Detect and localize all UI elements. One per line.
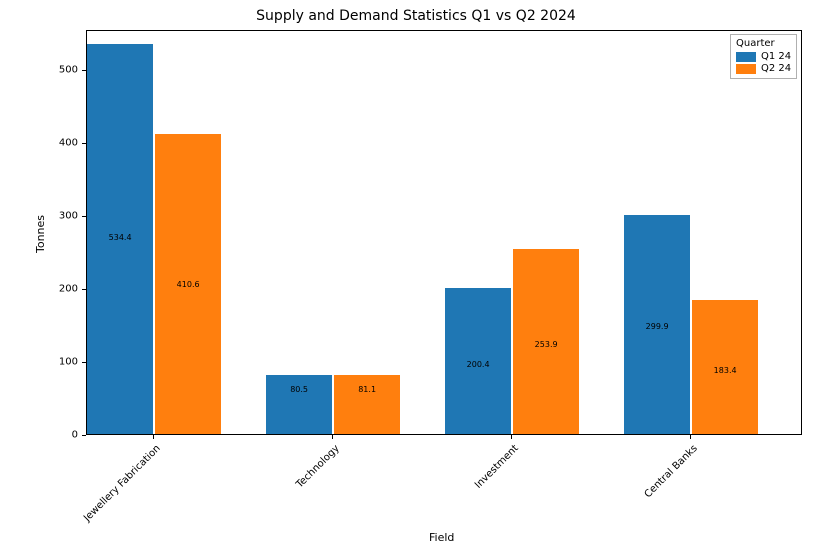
legend-row: Q2 24: [736, 63, 791, 74]
ytick-mark: [82, 143, 86, 144]
figure: Supply and Demand Statistics Q1 vs Q2 20…: [0, 0, 832, 554]
legend-swatch: [736, 64, 756, 74]
ytick-mark: [82, 216, 86, 217]
bar-value-label: 200.4: [458, 360, 498, 369]
xtick-label: Investment: [428, 443, 521, 536]
plot-area: 534.4 410.6 80.5 81.1 200.4 253.9 299.9 183.4: [87, 31, 801, 434]
xtick-label: Jewellery Fabrication: [70, 443, 163, 536]
ytick-label: 100: [50, 357, 78, 368]
chart-title: Supply and Demand Statistics Q1 vs Q2 20…: [0, 8, 832, 24]
legend-title: Quarter: [736, 38, 791, 49]
xtick-label: Central Banks: [607, 443, 700, 536]
ytick-mark: [82, 70, 86, 71]
xtick-mark: [511, 435, 512, 439]
ytick-mark: [82, 362, 86, 363]
ytick-label: 200: [50, 284, 78, 295]
legend-label: Q1 24: [761, 51, 791, 62]
bar-value-label: 534.4: [100, 233, 140, 242]
bar-value-label: 299.9: [637, 322, 677, 331]
bar-value-label: 410.6: [168, 280, 208, 289]
legend: Quarter Q1 24Q2 24: [730, 34, 797, 79]
ytick-mark: [82, 435, 86, 436]
legend-label: Q2 24: [761, 63, 791, 74]
bar-value-label: 253.9: [526, 340, 566, 349]
bar-value-label: 183.4: [705, 366, 745, 375]
xtick-mark: [153, 435, 154, 439]
ytick-label: 400: [50, 138, 78, 149]
bar: [334, 375, 400, 434]
xtick-mark: [690, 435, 691, 439]
ytick-label: 0: [50, 430, 78, 441]
bar-value-label: 81.1: [347, 385, 387, 394]
ytick-label: 500: [50, 65, 78, 76]
ytick-label: 300: [50, 211, 78, 222]
legend-swatch: [736, 52, 756, 62]
xtick-label: Technology: [249, 443, 342, 536]
legend-row: Q1 24: [736, 51, 791, 62]
y-axis-label: Tonnes: [34, 214, 47, 252]
bar: [266, 375, 332, 434]
xtick-mark: [332, 435, 333, 439]
axes: 534.4 410.6 80.5 81.1 200.4 253.9 299.9 183.4: [86, 30, 802, 435]
ytick-mark: [82, 289, 86, 290]
bar-value-label: 80.5: [279, 385, 319, 394]
